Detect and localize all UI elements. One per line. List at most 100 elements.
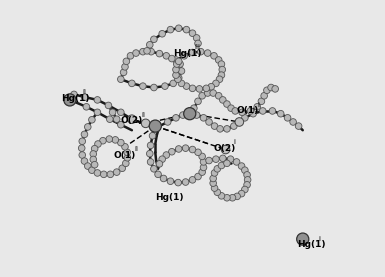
Text: O(1): O(1) [114,150,136,160]
Circle shape [219,66,226,73]
Circle shape [221,145,230,154]
Circle shape [211,123,218,129]
Text: i: i [234,139,236,145]
Circle shape [147,159,154,165]
Circle shape [95,141,101,147]
Circle shape [122,63,128,70]
Circle shape [174,76,181,83]
Circle shape [191,105,197,111]
Circle shape [84,124,91,130]
Circle shape [213,80,219,87]
Circle shape [214,189,221,196]
Circle shape [175,179,181,186]
Text: Hg(1): Hg(1) [62,94,90,103]
Circle shape [224,194,230,201]
Circle shape [238,163,245,169]
Circle shape [129,80,135,87]
Circle shape [206,157,213,164]
Circle shape [195,149,201,156]
Circle shape [120,69,127,76]
Text: Hg(1): Hg(1) [173,48,202,58]
Circle shape [83,104,90,110]
Circle shape [218,72,225,78]
Circle shape [184,108,196,120]
Circle shape [172,57,179,63]
Circle shape [94,170,101,176]
Circle shape [114,116,120,122]
Text: O(2): O(2) [121,116,143,125]
Text: ii: ii [135,146,139,152]
Circle shape [117,121,124,128]
Circle shape [189,30,196,37]
Circle shape [155,171,161,178]
Circle shape [204,50,211,56]
Circle shape [114,169,120,175]
Circle shape [211,53,217,59]
Circle shape [219,155,226,162]
Circle shape [224,160,230,166]
Circle shape [214,166,221,172]
Text: ii: ii [142,112,146,117]
Circle shape [182,179,189,185]
Circle shape [195,98,201,105]
Circle shape [210,175,216,182]
Circle shape [217,125,223,132]
Circle shape [211,170,218,176]
Circle shape [141,119,150,128]
Circle shape [124,155,131,161]
Circle shape [107,116,113,122]
Circle shape [127,115,136,124]
Circle shape [169,55,175,62]
Circle shape [90,151,97,157]
Circle shape [219,97,226,103]
Circle shape [106,136,112,142]
Circle shape [231,123,237,129]
Text: O(2): O(2) [213,144,235,153]
Circle shape [129,116,135,122]
Circle shape [79,138,85,145]
Circle shape [109,109,116,116]
Circle shape [193,112,200,118]
Circle shape [203,85,209,92]
Circle shape [174,61,180,67]
Circle shape [189,146,196,153]
Circle shape [199,153,206,160]
Circle shape [178,80,185,87]
Circle shape [295,123,302,129]
Text: O(1): O(1) [237,106,259,116]
Circle shape [244,171,250,178]
Circle shape [211,185,218,191]
Circle shape [79,152,85,158]
Circle shape [218,162,225,169]
Text: i: i [318,235,320,242]
Circle shape [199,169,206,175]
Circle shape [177,61,183,67]
Circle shape [159,156,166,163]
Circle shape [269,108,276,114]
Circle shape [200,164,207,171]
Circle shape [218,193,225,199]
Circle shape [91,145,98,152]
Circle shape [124,149,131,156]
Circle shape [91,161,98,168]
Circle shape [176,25,182,32]
Circle shape [189,176,196,183]
Circle shape [241,114,248,121]
Circle shape [235,118,244,126]
Circle shape [239,109,245,116]
Circle shape [170,80,176,87]
Circle shape [82,94,88,101]
Circle shape [117,139,124,146]
Circle shape [176,75,182,81]
Circle shape [147,142,154,149]
Circle shape [238,190,245,197]
Circle shape [189,85,196,92]
Circle shape [213,156,219,163]
Text: ii: ii [82,89,86,96]
Circle shape [146,42,153,48]
Circle shape [200,114,207,121]
Circle shape [178,68,185,74]
Circle shape [160,175,167,182]
Circle shape [204,90,211,96]
Circle shape [277,111,284,117]
